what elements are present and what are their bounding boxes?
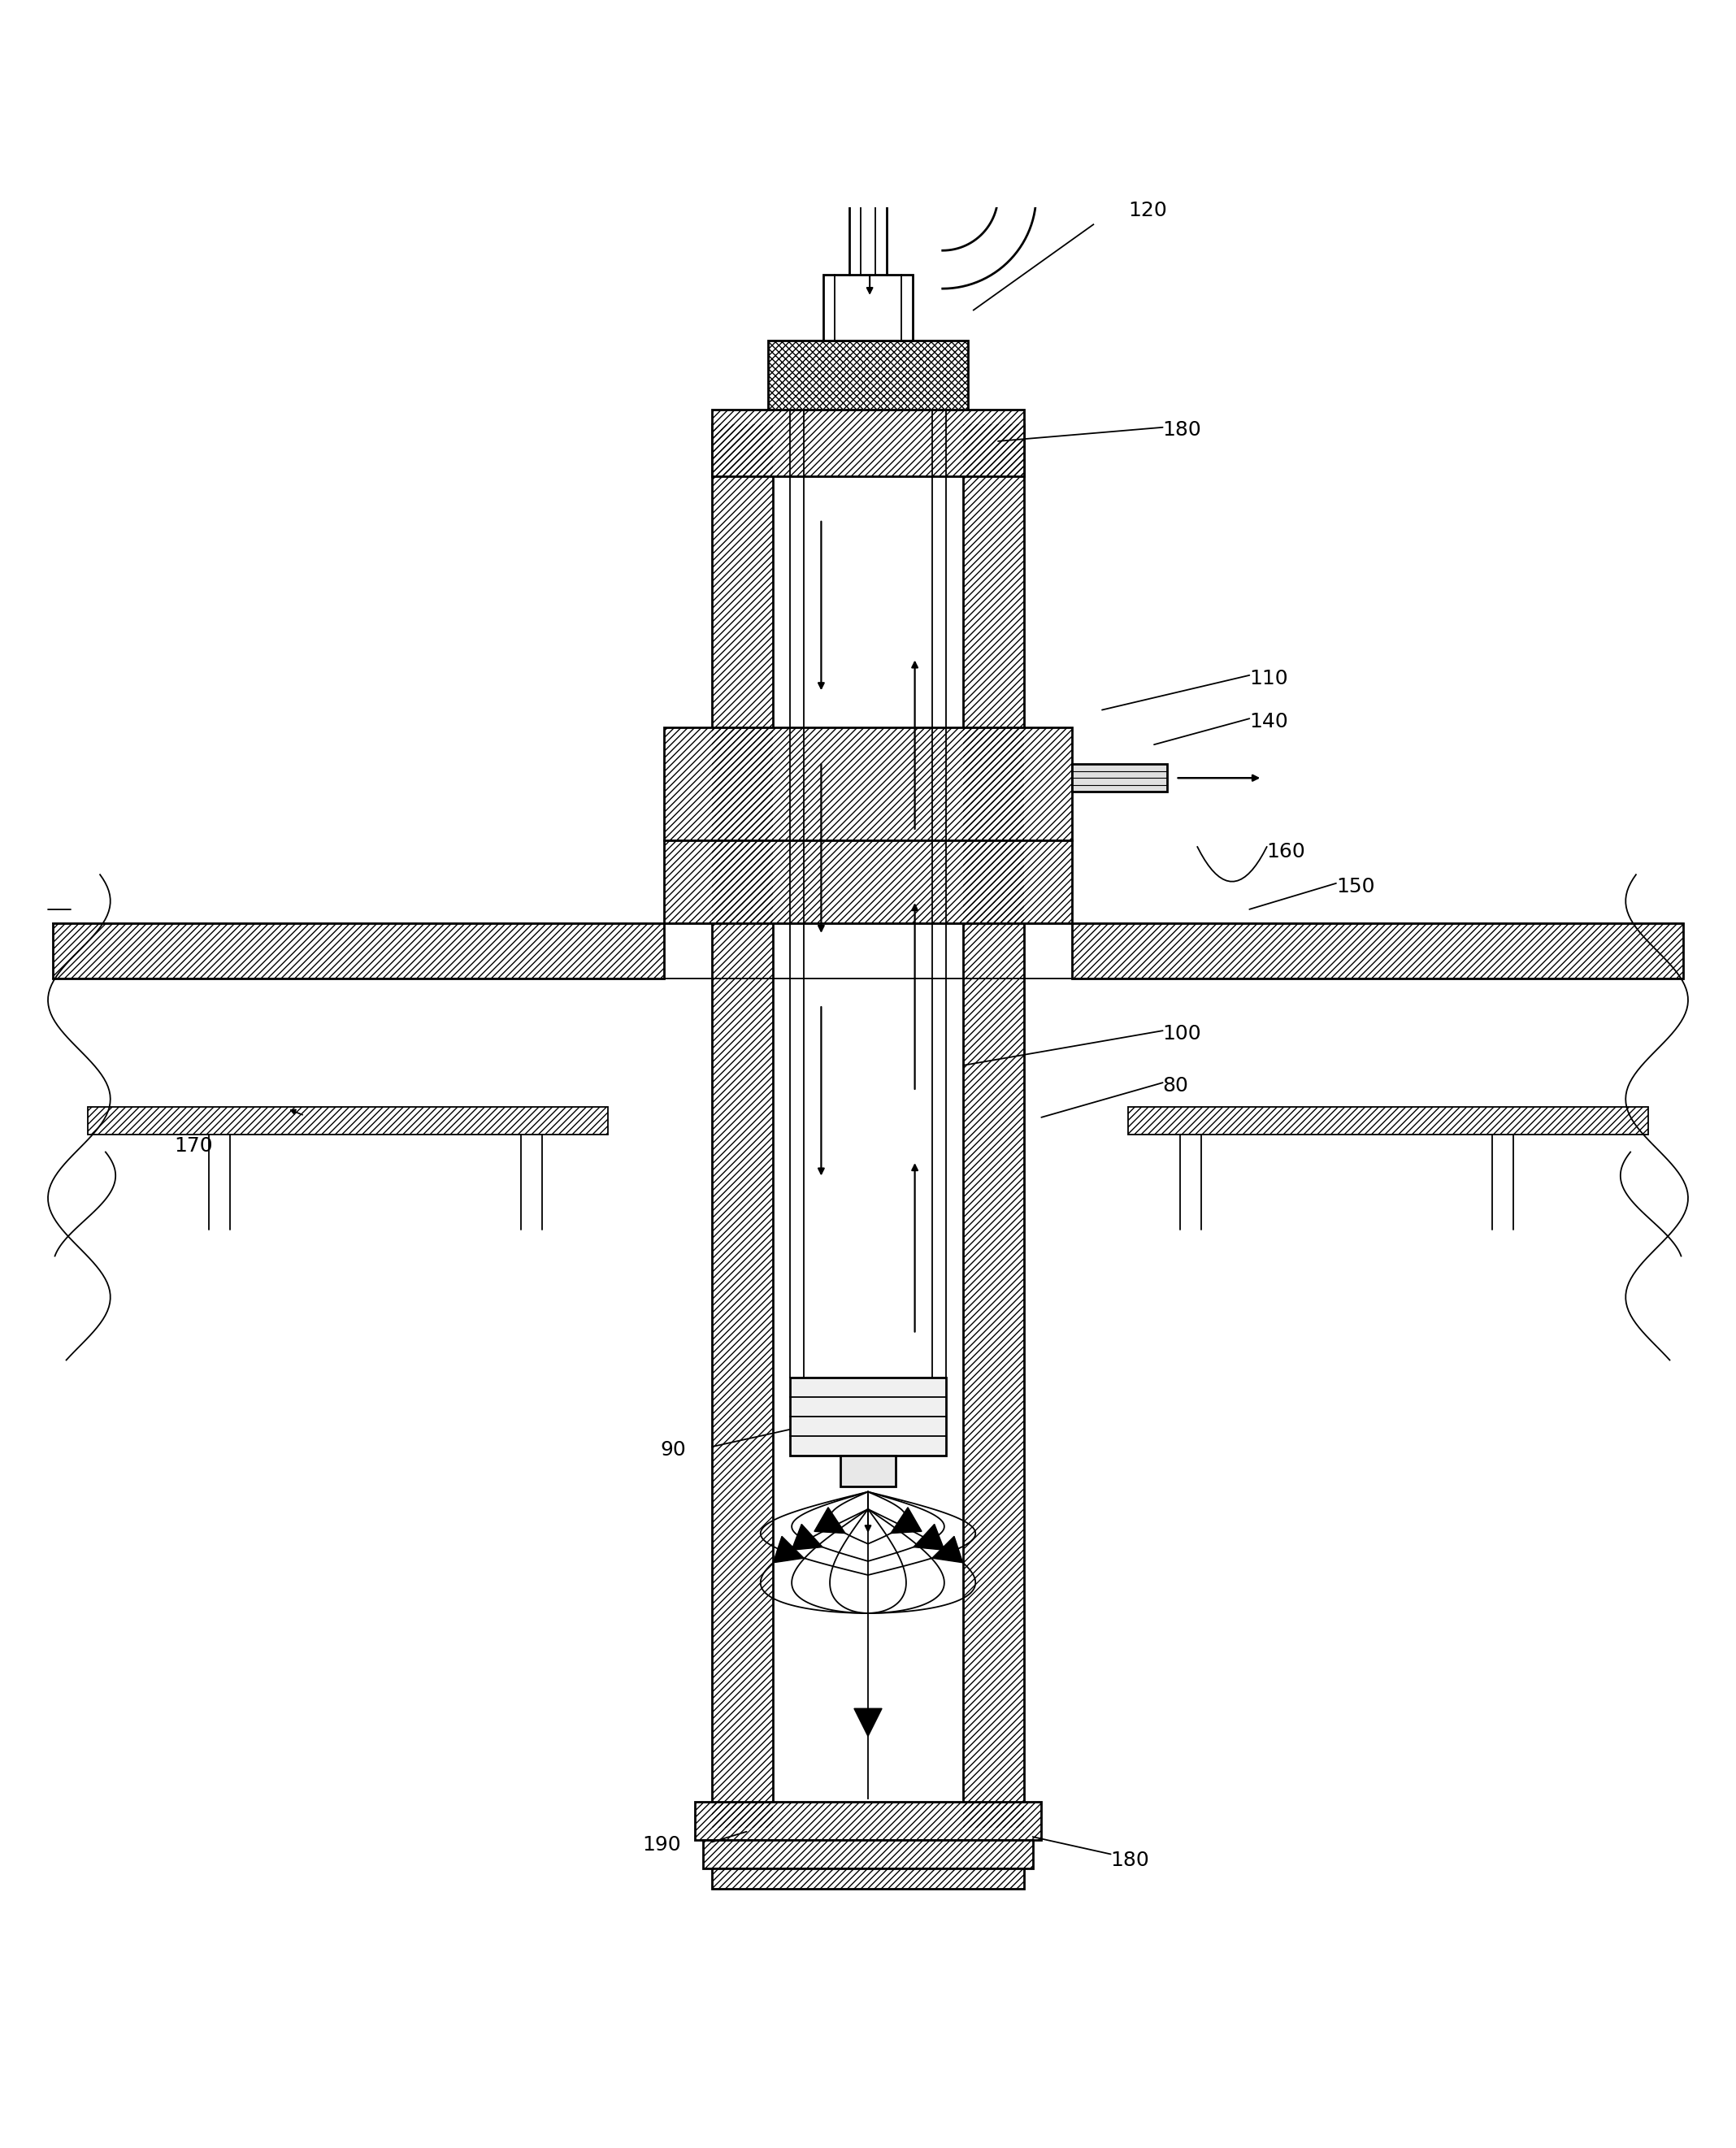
Bar: [1071, 924, 1682, 979]
Bar: [694, 1802, 1042, 1841]
Bar: [1071, 765, 1167, 793]
Polygon shape: [932, 1536, 963, 1562]
Bar: [665, 728, 1071, 840]
Bar: [712, 410, 1024, 477]
Polygon shape: [913, 1525, 944, 1551]
Polygon shape: [773, 1536, 804, 1562]
Bar: [712, 1869, 1024, 1888]
Bar: [712, 423, 773, 1828]
Bar: [703, 1841, 1033, 1869]
Text: 80: 80: [1163, 1076, 1189, 1095]
Text: 160: 160: [1267, 842, 1305, 861]
Bar: [89, 1106, 608, 1134]
Bar: [712, 1869, 1024, 1888]
Text: 180: 180: [1111, 1852, 1149, 1871]
Text: 110: 110: [1250, 668, 1288, 687]
Bar: [963, 423, 1024, 1828]
Text: 150: 150: [1337, 876, 1375, 896]
Bar: [89, 1106, 608, 1134]
Text: 180: 180: [1163, 421, 1201, 440]
Text: 90: 90: [660, 1439, 686, 1458]
Bar: [54, 924, 665, 979]
Bar: [823, 275, 913, 342]
Bar: [1128, 1106, 1647, 1134]
Bar: [54, 924, 665, 979]
Bar: [769, 342, 967, 410]
Text: 140: 140: [1250, 711, 1288, 730]
Bar: [665, 840, 1071, 924]
Text: 120: 120: [1128, 200, 1167, 219]
Bar: [840, 1456, 896, 1486]
Polygon shape: [854, 1708, 882, 1736]
Bar: [665, 728, 1071, 840]
Text: 190: 190: [642, 1834, 681, 1854]
Polygon shape: [792, 1525, 823, 1551]
Polygon shape: [814, 1508, 845, 1534]
Bar: [769, 342, 967, 410]
Bar: [694, 1802, 1042, 1841]
Text: 100: 100: [1163, 1025, 1201, 1044]
Polygon shape: [891, 1508, 922, 1534]
Bar: [703, 1841, 1033, 1869]
Bar: [790, 1377, 946, 1456]
Bar: [963, 423, 1024, 1828]
Bar: [712, 410, 1024, 477]
Bar: [1071, 924, 1682, 979]
Text: 170: 170: [175, 1136, 214, 1156]
Bar: [665, 840, 1071, 924]
Bar: [1128, 1106, 1647, 1134]
Bar: [712, 423, 773, 1828]
